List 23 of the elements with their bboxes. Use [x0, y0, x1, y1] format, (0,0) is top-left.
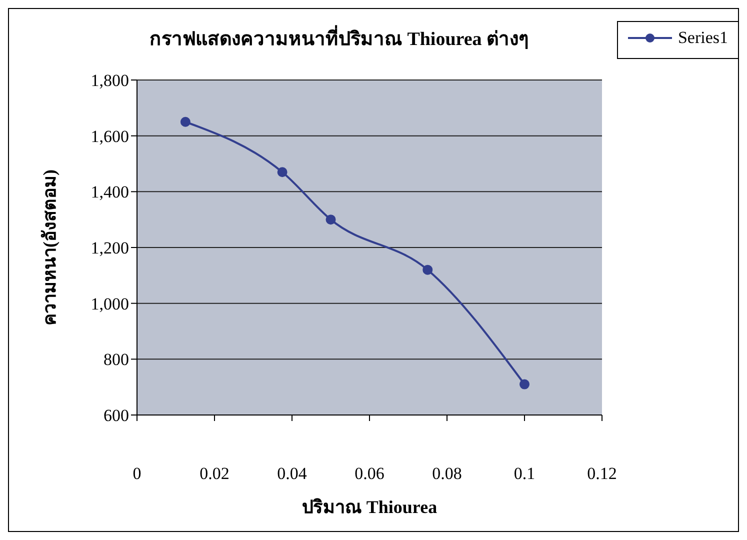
point — [277, 167, 288, 178]
x-tick-label: 0.08 — [432, 464, 462, 484]
y-tick-label: 1,000 — [90, 294, 129, 314]
x-tick-label: 0.12 — [587, 464, 617, 484]
x-tick-label: 0.06 — [354, 464, 384, 484]
x-tick-label: 0.1 — [514, 464, 536, 484]
y-tick-label: 1,400 — [90, 182, 129, 202]
x-tick-label: 0.02 — [200, 464, 230, 484]
legend-label: Series1 — [678, 28, 728, 48]
y-tick-label: 1,200 — [90, 238, 129, 258]
point — [520, 379, 530, 390]
x-axis-title: ปริมาณ Thiourea — [302, 497, 438, 517]
y-tick-label: 1,800 — [90, 71, 129, 90]
point — [422, 264, 433, 275]
x-tick-label: 0.04 — [277, 464, 308, 484]
chart-title: กราฟแสดงความหนาที่ปริมาณ Thiourea ต่างๆ — [148, 24, 530, 52]
y-tick-label: 800 — [104, 350, 129, 370]
point — [326, 214, 336, 225]
point — [180, 116, 190, 127]
y-tick-label: 1,600 — [90, 126, 129, 146]
y-axis-title: ความหนา(อังสตอม) — [39, 170, 60, 326]
x-tick-label: 0 — [132, 464, 142, 484]
y-tick-label: 600 — [104, 406, 129, 426]
